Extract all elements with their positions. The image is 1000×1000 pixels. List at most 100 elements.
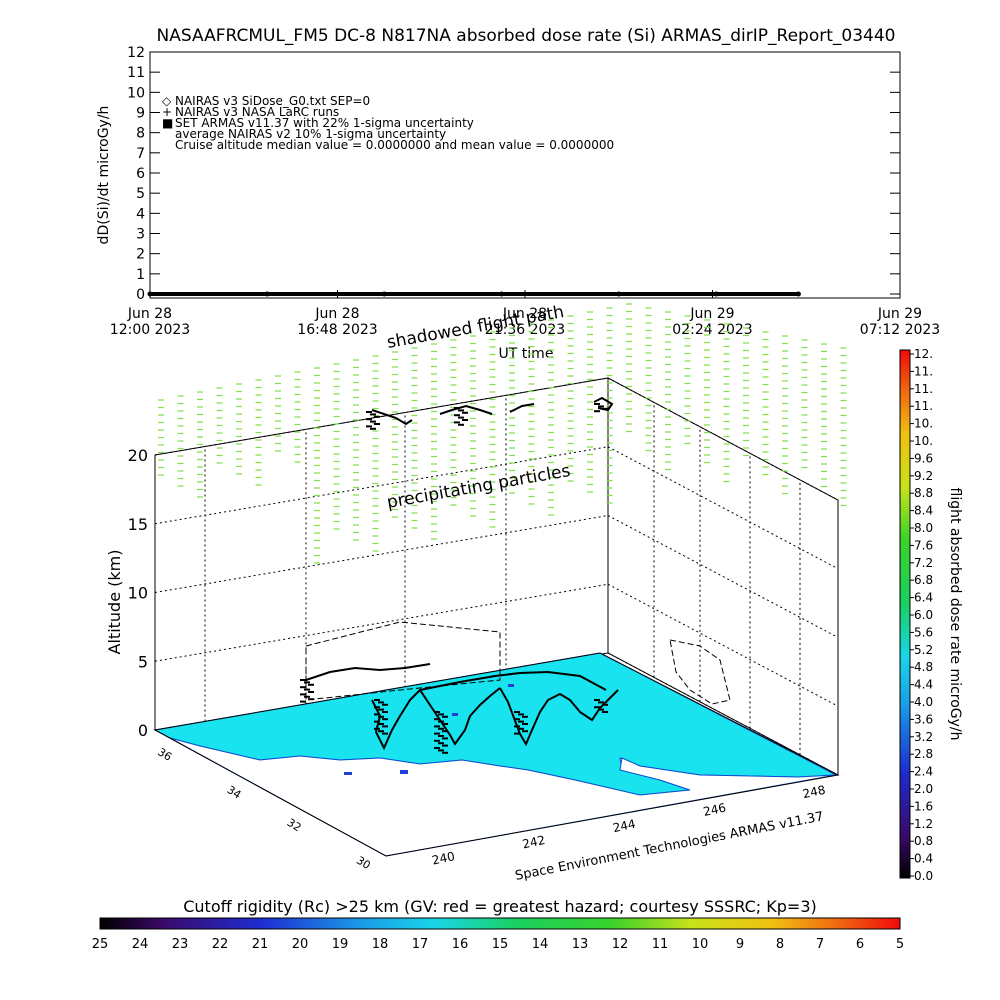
wall-gridline — [607, 515, 839, 638]
legend-symbol: ◇ — [162, 94, 172, 108]
dose-colorbar-tick-label: 2.0 — [914, 782, 933, 796]
dose-y-tick-label: 10 — [127, 85, 145, 101]
legend-entry: SET ARMAS v11.37 with 22% 1-sigma uncert… — [175, 116, 474, 130]
rigidity-colorbar-tick-label: 22 — [212, 937, 229, 952]
dose-y-tick-label: 0 — [136, 287, 145, 303]
dose-colorbar-tick-label: 8.0 — [914, 521, 933, 535]
legend-symbol: + — [162, 105, 172, 119]
latitude-tick-label: 34 — [225, 783, 244, 801]
rigidity-colorbar-tick-label: 21 — [252, 937, 269, 952]
wall-gridline — [607, 583, 839, 707]
dose-colorbar-tick-label: 3.2 — [914, 730, 933, 744]
dose-x-axis-label: UT time — [499, 346, 554, 362]
dose-colorbar-tick-label: 4.8 — [914, 660, 933, 674]
dose-colorbar-tick-label: 12. — [914, 347, 933, 361]
dose-colorbar-tick-label: 4.0 — [914, 695, 933, 709]
dose-y-tick-label: 2 — [136, 247, 145, 263]
altitude-axis-label: Altitude (km) — [105, 550, 124, 655]
wall-gridline — [154, 446, 609, 525]
dose-y-tick-label: 8 — [136, 126, 145, 142]
flight-ticks — [300, 403, 608, 754]
wall-gridline — [154, 583, 609, 662]
flight-3d-panel: 0 5 10 15 20 Altitude (km) 240 242 244 246 248 3… — [105, 302, 847, 884]
dose-x-tick-time: 02:24 2023 — [672, 322, 752, 338]
dose-series-point — [499, 291, 505, 297]
rigidity-colorbar-tick-label: 18 — [372, 937, 389, 952]
dose-y-tick-label: 1 — [136, 267, 145, 283]
legend-entry: NAIRAS v3 SiDose_G0.txt SEP=0 — [175, 94, 370, 108]
dose-x-tick-time: 16:48 2023 — [297, 322, 377, 338]
dose-series-point — [713, 291, 719, 297]
dose-colorbar-tick-label: 8.4 — [914, 504, 933, 518]
rigidity-colorbar-ticks: 25 24 23 22 21 20 19 18 17 16 15 14 13 12 11 10 9 8 7 6 5 — [92, 937, 904, 952]
longitude-ticks: 240 242 244 246 248 — [431, 783, 827, 868]
altitude-tick-label: 5 — [138, 652, 148, 671]
dose-series-point — [381, 291, 387, 297]
legend-entry: NAIRAS v3 NASA LaRC runs — [175, 105, 339, 119]
precipitating-particles — [158, 303, 847, 564]
dose-x-tick-time: 07:12 2023 — [860, 322, 940, 338]
wall-gridline — [154, 515, 609, 593]
dose-x-tick-time: 21:36 2023 — [485, 322, 565, 338]
dose-colorbar-tick-label: 6.0 — [914, 608, 933, 622]
dose-colorbar: 0.0 0.4 0.8 1.2 1.6 2.0 2.4 2.8 3.2 3.6 4.0 4.4 4.8 5… — [899, 347, 963, 883]
latitude-tick-label: 30 — [354, 854, 373, 872]
dose-colorbar-tick-label: 1.2 — [914, 817, 933, 831]
longitude-tick-label: 240 — [431, 849, 456, 867]
dose-y-tick-label: 4 — [136, 206, 145, 222]
wall-gridline — [607, 446, 839, 570]
dose-colorbar-tick-label: 0.0 — [914, 869, 933, 883]
rigidity-colorbar-tick-label: 7 — [816, 937, 824, 952]
dose-y-tick-label: 3 — [136, 227, 145, 243]
dose-colorbar-tick-label: 11. — [914, 364, 933, 378]
dose-colorbar-tick-label: 0.8 — [914, 834, 933, 848]
dose-colorbar-tick-label: 10. — [914, 417, 933, 431]
altitude-ticks: 0 5 10 15 20 — [128, 446, 148, 740]
dose-x-tick-date: Jun 28 — [502, 306, 547, 322]
rigidity-colorbar-tick-label: 24 — [132, 937, 149, 952]
chart-title: NASAAFRCMUL_FM5 DC-8 N817NA absorbed dos… — [157, 26, 896, 46]
dose-series — [147, 291, 801, 297]
flight-curtain — [305, 621, 731, 705]
altitude-tick-label: 0 — [138, 721, 148, 740]
dose-colorbar-tick-label: 9.6 — [914, 451, 933, 465]
dose-colorbar-gradient — [899, 349, 911, 879]
longitude-tick-label: 244 — [612, 817, 637, 835]
dose-colorbar-tick-label: 5.2 — [914, 643, 933, 657]
rigidity-colorbar-tick-label: 12 — [612, 937, 629, 952]
rigidity-colorbar-label: Cutoff rigidity (Rc) >25 km (GV: red = g… — [183, 897, 817, 916]
dose-series-point — [795, 291, 801, 297]
dose-colorbar-tick-label: 6.4 — [914, 591, 933, 605]
dose-colorbar-tick-label: 10. — [914, 434, 933, 448]
dose-y-tick-label: 11 — [127, 65, 145, 81]
latitude-tick-label: 36 — [155, 745, 174, 763]
dose-colorbar-tick-label: 11. — [914, 399, 933, 413]
longitude-tick-label: 242 — [521, 833, 546, 851]
dose-x-tick-time: 12:00 2023 — [110, 322, 190, 338]
dose-y-tick-label: 9 — [136, 106, 145, 122]
longitude-tick-label: 246 — [702, 801, 727, 819]
altitude-tick-label: 15 — [128, 515, 148, 534]
longitude-tick-label: 248 — [801, 783, 826, 801]
rigidity-colorbar-tick-label: 17 — [412, 937, 429, 952]
latitude-ticks: 30 32 34 36 — [155, 745, 372, 872]
rigidity-colorbar-tick-label: 14 — [532, 937, 549, 952]
dose-y-tick-label: 7 — [136, 146, 145, 162]
dose-colorbar-tick-label: 0.4 — [914, 852, 933, 866]
rigidity-colorbar: Cutoff rigidity (Rc) >25 km (GV: red = g… — [92, 897, 904, 952]
rigidity-colorbar-tick-label: 20 — [292, 937, 309, 952]
dose-x-tick-date: Jun 29 — [689, 306, 734, 322]
rigidity-colorbar-gradient — [99, 917, 901, 930]
dose-y-axis-label: dD(Si)/dt microGy/h — [96, 106, 112, 245]
latitude-tick-label: 32 — [285, 816, 304, 834]
rigidity-colorbar-tick-label: 10 — [692, 937, 709, 952]
dose-y-tick-label: 12 — [127, 45, 145, 61]
dose-colorbar-tick-label: 4.4 — [914, 678, 933, 692]
dose-series-point — [616, 291, 622, 297]
dose-colorbar-tick-label: 3.6 — [914, 712, 933, 726]
dose-panel-frame — [149, 51, 901, 299]
rigidity-colorbar-tick-label: 8 — [776, 937, 784, 952]
dose-legend: ◇ NAIRAS v3 SiDose_G0.txt SEP=0+ NAIRAS v3… — [162, 94, 614, 152]
